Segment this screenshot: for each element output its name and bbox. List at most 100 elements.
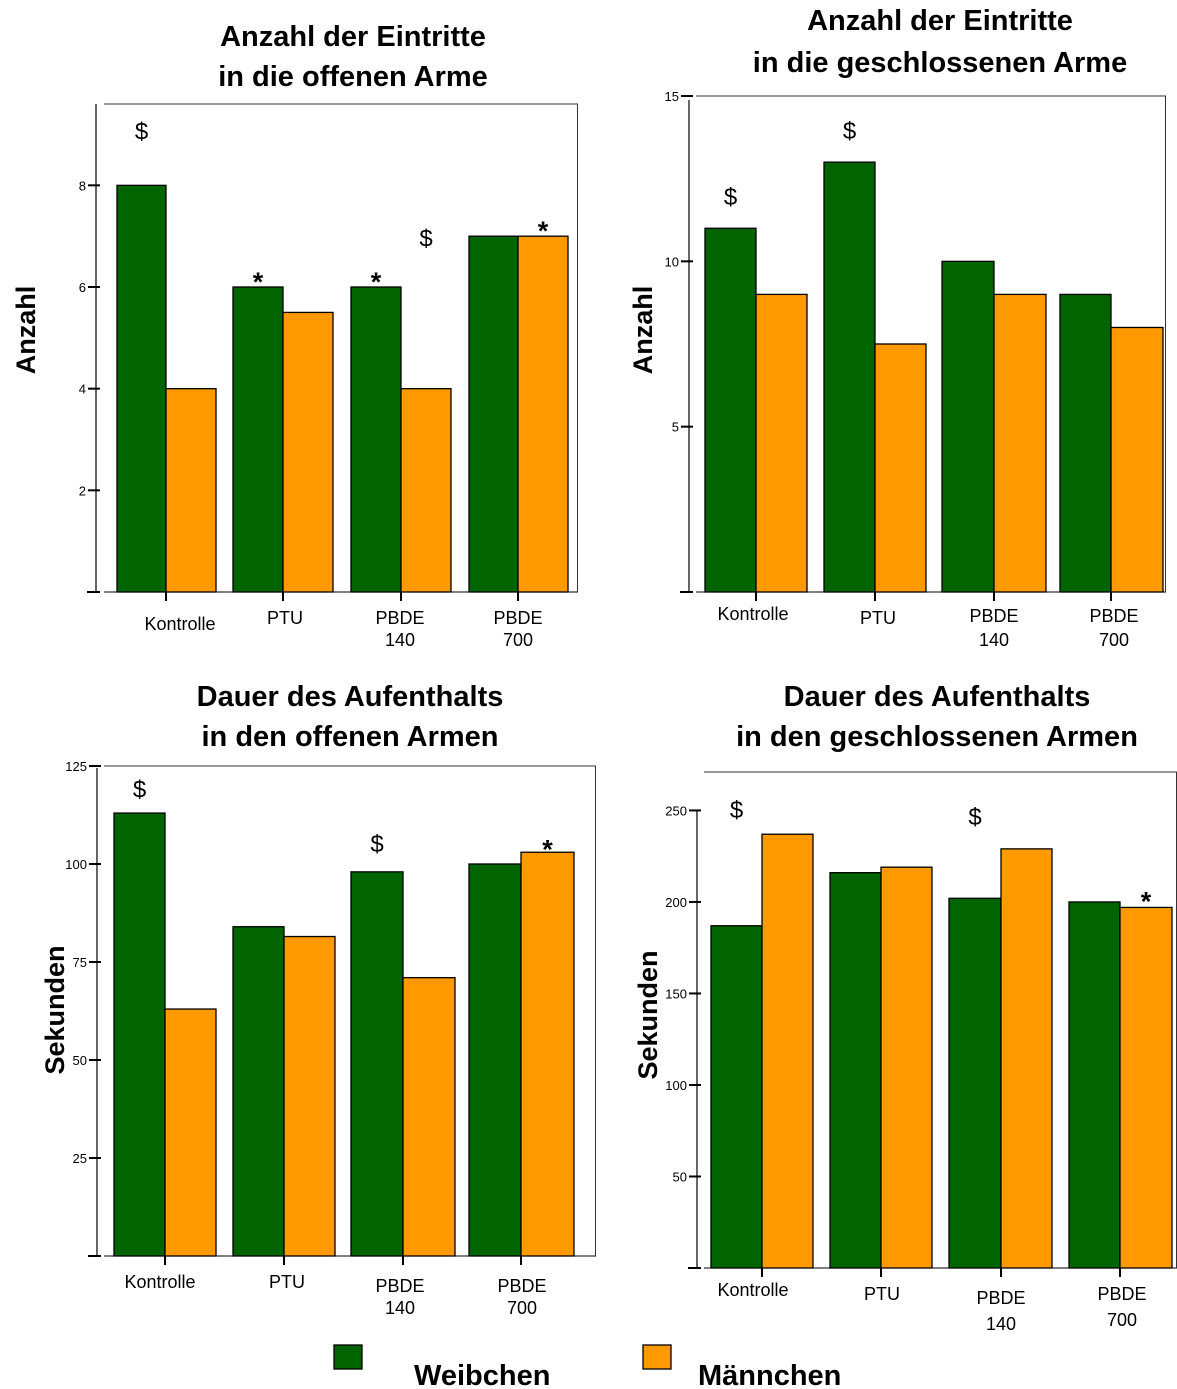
- category-label: 700: [507, 1298, 537, 1318]
- chart-title-line-1: Dauer des Aufenthalts: [784, 681, 1091, 713]
- bar-maennchen-3: [400, 388, 452, 593]
- bar-maennchen-3: [402, 977, 456, 1257]
- legend: Weibchen Männchen: [333, 1344, 841, 1389]
- significance-dollar: $: [968, 804, 981, 831]
- chart-title-line-1: Dauer des Aufenthalts: [197, 681, 504, 713]
- significance-dollar: $: [843, 118, 856, 145]
- bar-weibchen-3: [941, 260, 995, 593]
- bar-weibchen-4: [1059, 293, 1112, 593]
- bar-maennchen-1: [165, 388, 217, 593]
- y-axis-label: Anzahl: [628, 286, 658, 375]
- y-tick-label: 5: [672, 420, 679, 435]
- legend-label-2: Männchen: [698, 1360, 841, 1389]
- bar-maennchen-1: [164, 1008, 217, 1257]
- y-tick-label: 125: [65, 759, 87, 774]
- significance-star: *: [538, 216, 549, 246]
- bar-maennchen-1: [761, 833, 814, 1269]
- category-label: PBDE: [375, 1276, 424, 1296]
- bar-maennchen-1: [755, 293, 808, 593]
- y-tick-label: 100: [65, 857, 87, 872]
- chart-title-line-2: in die offenen Arme: [218, 61, 488, 93]
- bar-weibchen-3: [350, 871, 404, 1257]
- bar-weibchen-3: [350, 286, 402, 593]
- bar-maennchen-4: [520, 851, 575, 1257]
- significance-dollar: $: [133, 776, 146, 803]
- chart-title-line-1: Anzahl der Eintritte: [220, 21, 486, 53]
- category-label: Kontrolle: [124, 1272, 195, 1292]
- chart-title-line-2: in den offenen Armen: [202, 721, 499, 753]
- y-axis-label: Anzahl: [11, 286, 41, 375]
- y-tick-label: 25: [73, 1151, 87, 1166]
- y-tick-label: 150: [665, 986, 687, 1001]
- y-tick-label: 10: [665, 254, 679, 269]
- y-tick-label: 100: [665, 1078, 687, 1093]
- bar-maennchen-2: [874, 343, 927, 593]
- y-tick-label: 50: [73, 1053, 87, 1068]
- bar-weibchen-4: [468, 235, 519, 593]
- bar-maennchen-4: [1119, 906, 1173, 1269]
- chart-panel-2: 5 10 15 Kontrolle PTU PBDE 140 PBDE 700 $ $ Anzahl …: [628, 5, 1166, 650]
- significance-star: *: [253, 267, 264, 297]
- category-label: 700: [1107, 1310, 1137, 1330]
- category-label: 700: [503, 630, 533, 650]
- significance-star: *: [1141, 886, 1152, 916]
- significance-dollar: $: [135, 119, 148, 146]
- category-label: PBDE: [493, 608, 542, 628]
- category-label: PBDE: [1089, 606, 1138, 626]
- bar-weibchen-1: [710, 925, 763, 1269]
- bar-weibchen-2: [232, 286, 284, 593]
- category-label: 140: [385, 630, 415, 650]
- category-label: Kontrolle: [144, 614, 215, 634]
- category-label: Kontrolle: [717, 1280, 788, 1300]
- y-tick-label: 2: [79, 483, 86, 498]
- bar-weibchen-2: [823, 161, 876, 593]
- y-tick-label: 8: [79, 178, 86, 193]
- y-tick-label: 6: [79, 280, 86, 295]
- significance-dollar: $: [724, 184, 737, 211]
- significance-dollar: $: [730, 797, 743, 824]
- significance-dollar: $: [370, 831, 383, 858]
- y-tick-label: 4: [79, 382, 86, 397]
- bar-weibchen-3: [948, 897, 1002, 1269]
- y-tick-label: 75: [73, 955, 87, 970]
- category-label: 700: [1099, 630, 1129, 650]
- y-axis-label: Sekunden: [40, 945, 70, 1074]
- bar-maennchen-2: [283, 935, 336, 1257]
- category-label: PBDE: [497, 1276, 546, 1296]
- bar-maennchen-3: [993, 293, 1047, 593]
- y-tick-label: 15: [665, 89, 679, 104]
- chart-panel-4: 50 100 150 200 250 Kontrolle PTU PBDE 140 PBDE 700…: [633, 681, 1177, 1334]
- category-label: PTU: [860, 608, 896, 628]
- bar-weibchen-1: [704, 227, 757, 593]
- bar-weibchen-1: [116, 184, 167, 593]
- bar-maennchen-4: [517, 235, 569, 593]
- significance-star: *: [371, 267, 382, 297]
- category-label: PTU: [864, 1284, 900, 1304]
- chart-title-line-2: in die geschlossenen Arme: [753, 47, 1127, 79]
- category-label: PTU: [269, 1272, 305, 1292]
- bar-maennchen-2: [880, 866, 933, 1269]
- significance-dollar: $: [419, 225, 432, 252]
- legend-swatch-1: [333, 1344, 363, 1370]
- legend-label-1: Weibchen: [414, 1360, 550, 1389]
- category-label: Kontrolle: [717, 604, 788, 624]
- bar-maennchen-4: [1110, 326, 1164, 593]
- bar-weibchen-2: [829, 872, 882, 1269]
- category-label: 140: [979, 630, 1009, 650]
- category-label: PBDE: [969, 606, 1018, 626]
- bar-maennchen-3: [1000, 848, 1053, 1269]
- significance-star: *: [542, 834, 553, 864]
- y-tick-label: 250: [665, 803, 687, 818]
- chart-title-line-2: in den geschlossenen Armen: [736, 721, 1138, 753]
- y-axis-label: Sekunden: [633, 950, 663, 1079]
- chart-title-line-1: Anzahl der Eintritte: [807, 5, 1073, 37]
- bar-weibchen-2: [232, 926, 285, 1257]
- category-label: 140: [986, 1314, 1016, 1334]
- category-label: PTU: [267, 608, 303, 628]
- bar-weibchen-1: [113, 812, 166, 1257]
- bar-weibchen-4: [468, 863, 522, 1257]
- category-label: PBDE: [375, 608, 424, 628]
